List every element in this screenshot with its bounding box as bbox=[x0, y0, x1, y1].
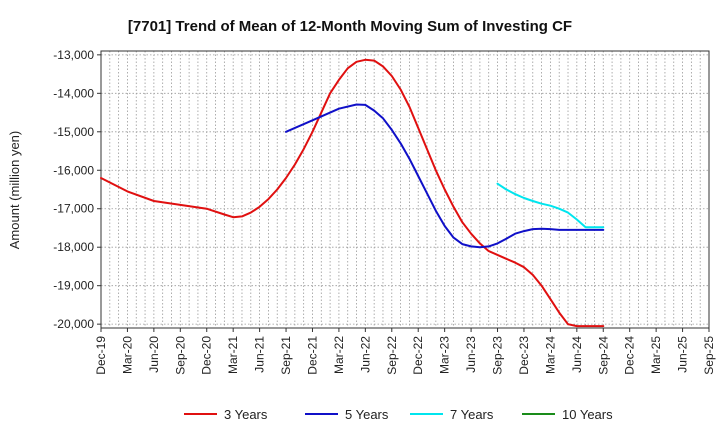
x-tick-label: Sep-25 bbox=[702, 336, 716, 375]
x-tick-label: Sep-21 bbox=[279, 336, 293, 375]
x-tick-label: Sep-22 bbox=[385, 336, 399, 375]
y-tick-label: -16,000 bbox=[53, 163, 94, 177]
x-tick-label: Jun-24 bbox=[570, 336, 584, 373]
series-layer bbox=[100, 58, 605, 328]
x-tick-label: Jun-22 bbox=[358, 336, 372, 373]
x-tick-label: Sep-20 bbox=[173, 336, 187, 375]
y-axis: -13,000 -14,000 -15,000 -16,000 -17,000 -18,0… bbox=[53, 48, 101, 331]
x-tick-label: Mar-21 bbox=[226, 336, 240, 374]
x-tick-label: Dec-19 bbox=[94, 336, 108, 375]
plot-frame bbox=[100, 50, 710, 329]
y-tick-label: -19,000 bbox=[53, 279, 94, 293]
plot-area bbox=[101, 51, 709, 328]
x-tick-label: Mar-23 bbox=[438, 336, 452, 374]
y-axis-label: Amount (million yen) bbox=[7, 131, 22, 250]
legend-label: 7 Years bbox=[450, 407, 494, 422]
x-tick-label: Mar-25 bbox=[649, 336, 663, 374]
x-tick-label: Mar-22 bbox=[332, 336, 346, 374]
x-axis: Dec-19 Mar-20 Jun-20 Sep-20 Dec-20 Mar-21 Jun-… bbox=[94, 328, 716, 375]
series-line-7-years bbox=[496, 182, 605, 229]
x-tick-label: Mar-24 bbox=[543, 336, 557, 374]
x-tick-label: Sep-23 bbox=[491, 336, 505, 375]
chart-title: [7701] Trend of Mean of 12-Month Moving … bbox=[128, 18, 572, 35]
x-tick-label: Dec-23 bbox=[517, 336, 531, 375]
grid bbox=[101, 51, 709, 328]
x-tick-label: Dec-24 bbox=[623, 336, 637, 375]
legend: 3 Years 5 Years 7 Years 10 Years bbox=[184, 407, 613, 422]
y-tick-label: -20,000 bbox=[53, 317, 94, 331]
legend-label: 10 Years bbox=[562, 407, 613, 422]
y-tick-label: -18,000 bbox=[53, 240, 94, 254]
x-tick-label: Dec-20 bbox=[200, 336, 214, 375]
x-tick-label: Jun-25 bbox=[676, 336, 690, 373]
x-tick-label: Jun-21 bbox=[253, 336, 267, 373]
x-tick-label: Jun-23 bbox=[464, 336, 478, 373]
x-tick-label: Dec-21 bbox=[305, 336, 319, 375]
series-line-5-years bbox=[285, 103, 605, 249]
x-tick-label: Mar-20 bbox=[120, 336, 134, 374]
legend-label: 3 Years bbox=[224, 407, 268, 422]
y-tick-label: -14,000 bbox=[53, 86, 94, 100]
y-tick-label: -17,000 bbox=[53, 202, 94, 216]
y-tick-label: -13,000 bbox=[53, 48, 94, 62]
x-tick-label: Sep-24 bbox=[596, 336, 610, 375]
x-tick-label: Dec-22 bbox=[411, 336, 425, 375]
x-tick-label: Jun-20 bbox=[147, 336, 161, 373]
series-line-3-years bbox=[100, 58, 605, 328]
legend-label: 5 Years bbox=[345, 407, 389, 422]
y-tick-label: -15,000 bbox=[53, 125, 94, 139]
